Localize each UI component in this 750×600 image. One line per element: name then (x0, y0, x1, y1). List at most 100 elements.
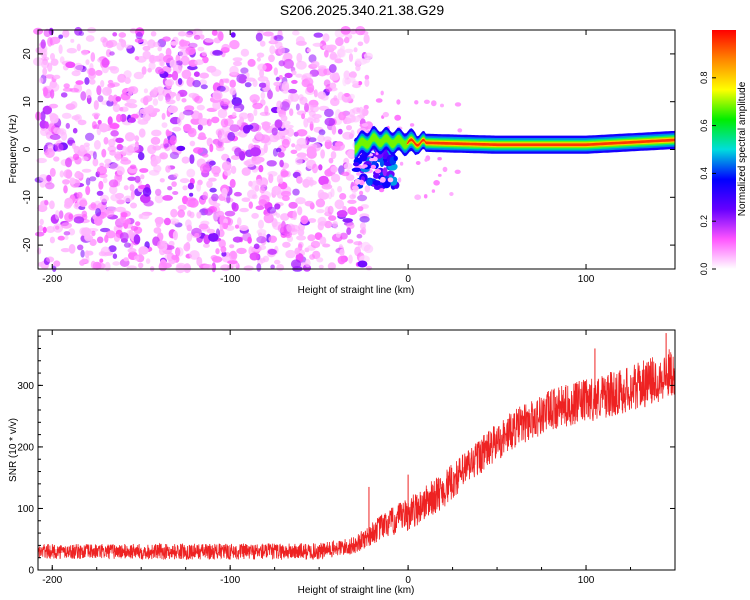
heatmap-cell (99, 258, 104, 263)
heatmap-cell (172, 126, 182, 132)
heatmap-cell (216, 85, 226, 92)
snr-spikes (368, 333, 667, 536)
y-tick-label: 0 (22, 146, 33, 152)
heatmap-cell (165, 47, 172, 57)
heatmap-cell (346, 150, 356, 158)
heatmap-cell (177, 116, 182, 126)
heatmap-cell (124, 102, 132, 107)
heatmap-cell (157, 93, 164, 102)
heatmap-cell (380, 176, 386, 183)
heatmap-cell (308, 137, 317, 143)
heatmap-cell (307, 234, 316, 242)
heatmap-cell (298, 94, 304, 101)
heatmap-cell (342, 76, 348, 87)
heatmap-cell (297, 228, 305, 236)
colorbar-tick-label: 0.8 (699, 72, 709, 85)
heatmap-cell (72, 127, 78, 134)
heatmap-cell (296, 176, 303, 184)
heatmap-cell (198, 118, 209, 126)
heatmap-cell (73, 216, 85, 224)
heatmap-cell (349, 71, 357, 79)
heatmap-cell (133, 234, 141, 245)
spectrogram-cells (33, 26, 463, 274)
heatmap-cell (95, 262, 106, 270)
heatmap-cell (306, 48, 311, 53)
heatmap-cell (230, 251, 236, 259)
heatmap-cell (149, 54, 155, 63)
heatmap-cell (277, 151, 285, 158)
heatmap-cell (274, 259, 281, 265)
heatmap-cell (91, 230, 96, 237)
heatmap-cell (273, 81, 282, 87)
heatmap-cell (288, 93, 294, 103)
heatmap-cell (160, 240, 168, 247)
heatmap-cell (158, 53, 165, 60)
heatmap-cell (105, 49, 112, 58)
heatmap-cell (202, 191, 209, 201)
heatmap-cell (336, 210, 348, 218)
heatmap-cell (89, 176, 97, 182)
heatmap-cell (159, 178, 165, 183)
heatmap-cell (169, 218, 180, 225)
heatmap-cell (357, 260, 368, 268)
heatmap-cell (116, 143, 123, 149)
heatmap-cell (148, 169, 160, 176)
heatmap-cell (170, 41, 178, 46)
heatmap-cell (107, 83, 116, 88)
heatmap-cell (193, 71, 200, 77)
heatmap-cell (110, 66, 120, 74)
heatmap-cell (397, 177, 402, 183)
heatmap-cell (196, 104, 205, 111)
heatmap-cell (226, 194, 231, 204)
heatmap-cell (63, 231, 71, 236)
heatmap-cell (295, 197, 306, 205)
heatmap-cell (361, 165, 366, 169)
heatmap-cell (271, 127, 278, 136)
heatmap-cell (197, 46, 205, 52)
heatmap-cell (38, 174, 48, 182)
heatmap-cell (292, 30, 300, 36)
heatmap-cell (382, 167, 388, 177)
heatmap-cell (143, 106, 154, 114)
heatmap-cell (280, 115, 288, 122)
heatmap-cell (244, 82, 252, 88)
heatmap-cell (39, 218, 44, 226)
heatmap-cell (334, 58, 344, 64)
heatmap-cell (309, 177, 314, 187)
heatmap-cell (364, 185, 371, 193)
heatmap-cell (175, 60, 183, 66)
colorbar-tick-label: 0.2 (699, 215, 709, 228)
heatmap-cell (88, 67, 96, 76)
heatmap-cell (348, 254, 353, 264)
heatmap-cell (60, 92, 68, 98)
heatmap-cell (189, 211, 195, 219)
heatmap-cell (296, 152, 307, 158)
heatmap-cell (123, 242, 131, 248)
heatmap-cell (302, 178, 311, 188)
heatmap-cell (65, 122, 71, 129)
heatmap-cell (170, 144, 176, 151)
heatmap-cell (92, 158, 99, 167)
heatmap-cell (318, 192, 329, 200)
heatmap-cell (85, 88, 92, 99)
heatmap-cell (275, 76, 280, 82)
heatmap-cell (263, 213, 274, 224)
heatmap-cell (353, 241, 363, 246)
heatmap-cell (160, 59, 165, 67)
heatmap-cell (89, 78, 96, 85)
heatmap-cell (275, 147, 282, 153)
heatmap-cell (188, 92, 199, 98)
heatmap-cell (345, 174, 355, 181)
heatmap-cell (99, 123, 109, 133)
heatmap-cell (431, 100, 437, 107)
heatmap-cell (197, 124, 203, 131)
heatmap-cell (227, 131, 236, 141)
heatmap-cell (74, 156, 82, 165)
heatmap-cell (162, 36, 171, 42)
heatmap-cell (206, 228, 216, 234)
heatmap-cell (375, 152, 379, 156)
spectrogram-y-label: Frequency (Hz) (8, 115, 19, 184)
heatmap-cell (177, 209, 185, 218)
heatmap-cell (414, 100, 419, 105)
heatmap-cell (344, 93, 350, 97)
